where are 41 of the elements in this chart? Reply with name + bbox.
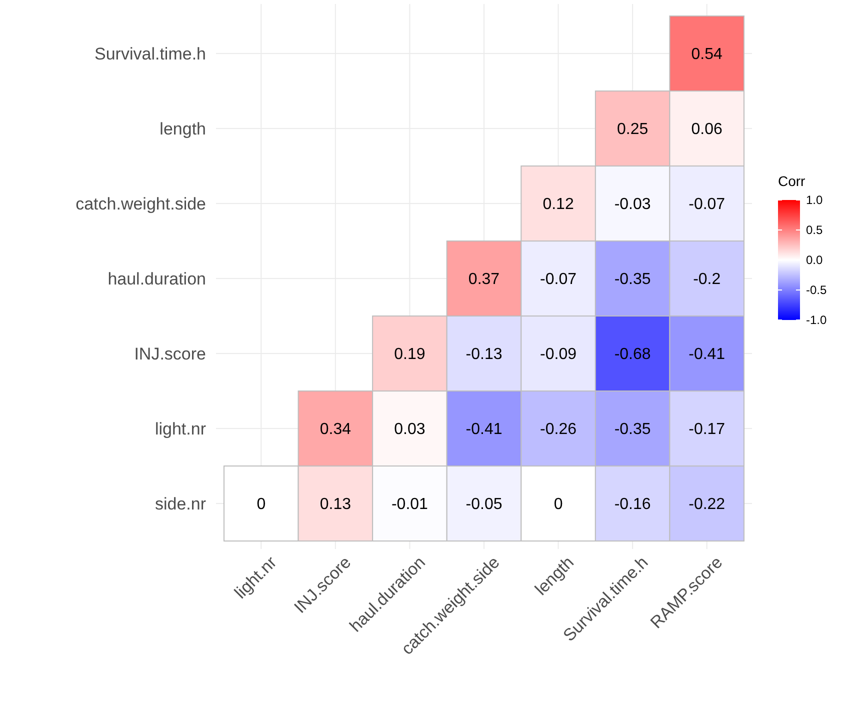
data-label: -0.35 — [614, 271, 651, 288]
data-label: -0.17 — [688, 421, 726, 438]
data-label: -0.2 — [693, 271, 721, 288]
data-label: -0.03 — [614, 196, 651, 214]
y-tick-label: INJ.score — [134, 344, 206, 364]
data-label: 0.34 — [320, 421, 352, 438]
legend-title: Corr — [778, 173, 806, 189]
y-tick-label: light.nr — [154, 419, 206, 438]
data-label: 0.03 — [394, 421, 426, 438]
data-label: 0.25 — [617, 121, 648, 138]
data-label: 0 — [256, 496, 266, 514]
data-label: 0.06 — [691, 121, 723, 138]
data-label: 0.19 — [394, 346, 426, 364]
data-label: 0.12 — [542, 196, 574, 214]
data-label: 0.54 — [691, 46, 723, 64]
data-label: -0.01 — [391, 496, 428, 514]
color-bar-label: -0.5 — [806, 283, 828, 298]
y-tick-label: side.nr — [154, 494, 206, 514]
color-bar-label: 1.0 — [806, 193, 824, 208]
data-label: -0.13 — [466, 346, 502, 364]
data-label: -0.05 — [466, 496, 502, 514]
y-tick-label: catch.weight.side — [76, 194, 206, 214]
data-label: -0.09 — [540, 346, 577, 364]
data-label: -0.41 — [688, 346, 726, 364]
data-label: -0.41 — [466, 421, 502, 438]
data-label: -0.35 — [614, 421, 651, 438]
data-label: 0 — [554, 496, 563, 514]
data-label: -0.26 — [540, 421, 577, 438]
data-label: -0.22 — [688, 496, 726, 514]
color-bar-label: 0.0 — [806, 253, 824, 268]
y-tick-label: length — [160, 119, 206, 138]
data-label: -0.68 — [614, 346, 651, 364]
data-label: -0.07 — [540, 271, 577, 288]
data-label: 0.37 — [468, 271, 500, 288]
color-bar-label: -1.0 — [806, 313, 828, 328]
y-tick-label: haul.duration — [108, 269, 206, 288]
y-tick-label: Survival.time.h — [94, 44, 206, 64]
data-label: 0.13 — [320, 496, 352, 514]
data-label: -0.16 — [614, 496, 651, 514]
color-bar-label: 0.5 — [806, 223, 824, 238]
data-label: -0.07 — [688, 196, 726, 214]
